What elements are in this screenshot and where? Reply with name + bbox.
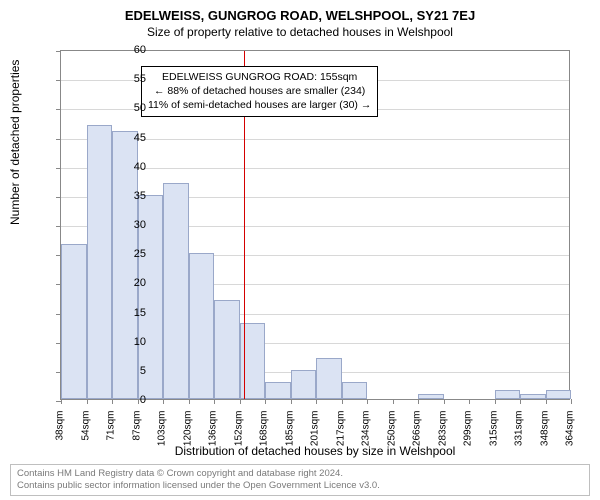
x-tick-label: 283sqm [437,411,448,461]
y-tick-label: 50 [116,102,146,114]
x-tick-mark [163,399,164,404]
x-tick-mark [61,399,62,404]
y-tick-label: 40 [116,161,146,173]
x-tick-mark [87,399,88,404]
histogram-bar [87,125,113,399]
chart-container: EDELWEISS, GUNGROG ROAD, WELSHPOOL, SY21… [0,0,600,500]
x-tick-label: 201sqm [310,411,321,461]
y-tick-label: 45 [116,132,146,144]
annotation-box: EDELWEISS GUNGROG ROAD: 155sqm← 88% of d… [141,66,378,117]
x-tick-label: 348sqm [539,411,550,461]
histogram-bar [163,183,189,399]
histogram-bar [546,390,572,399]
y-tick-label: 10 [116,336,146,348]
y-axis-label: Number of detached properties [8,60,22,225]
page-subtitle: Size of property relative to detached ho… [0,23,600,39]
histogram-bar [495,390,521,399]
x-tick-label: 168sqm [259,411,270,461]
x-tick-mark [112,399,113,404]
histogram-bar [61,244,87,399]
histogram-bar [520,394,546,399]
histogram-bar [189,253,215,399]
y-tick-label: 15 [116,307,146,319]
y-tick-label: 55 [116,73,146,85]
annotation-line-2: ← 88% of detached houses are smaller (23… [148,84,371,98]
x-tick-mark [367,399,368,404]
y-tick-label: 35 [116,190,146,202]
x-tick-label: 331sqm [514,411,525,461]
x-tick-mark [316,399,317,404]
x-tick-mark [214,399,215,404]
y-tick-mark [56,51,61,52]
x-tick-mark [265,399,266,404]
footer-line-2: Contains public sector information licen… [17,480,583,492]
histogram-bar [291,370,317,399]
x-tick-label: 266sqm [412,411,423,461]
y-tick-label: 20 [116,277,146,289]
y-tick-mark [56,168,61,169]
x-tick-label: 54sqm [80,411,91,461]
x-tick-label: 71sqm [106,411,117,461]
x-tick-label: 299sqm [463,411,474,461]
y-tick-mark [56,226,61,227]
histogram-bar [418,394,444,399]
x-tick-label: 103sqm [157,411,168,461]
x-tick-mark [240,399,241,404]
y-tick-label: 0 [116,394,146,406]
x-tick-label: 185sqm [284,411,295,461]
x-tick-label: 136sqm [208,411,219,461]
x-tick-mark [469,399,470,404]
x-tick-mark [444,399,445,404]
page-title: EDELWEISS, GUNGROG ROAD, WELSHPOOL, SY21… [0,0,600,23]
y-tick-label: 60 [116,44,146,56]
histogram-bar [316,358,342,399]
x-tick-mark [189,399,190,404]
y-tick-mark [56,139,61,140]
y-tick-label: 30 [116,219,146,231]
x-tick-mark [342,399,343,404]
histogram-bar [342,382,368,400]
x-tick-mark [393,399,394,404]
x-tick-label: 120sqm [182,411,193,461]
x-tick-label: 217sqm [335,411,346,461]
histogram-bar [265,382,291,400]
annotation-line-3: 11% of semi-detached houses are larger (… [148,98,371,112]
y-tick-mark [56,197,61,198]
x-tick-mark [546,399,547,404]
x-tick-mark [418,399,419,404]
y-tick-mark [56,80,61,81]
x-tick-label: 152sqm [233,411,244,461]
y-tick-label: 25 [116,248,146,260]
x-tick-mark [571,399,572,404]
footer-line-1: Contains HM Land Registry data © Crown c… [17,468,583,480]
histogram-bar [214,300,240,399]
x-tick-label: 315sqm [488,411,499,461]
x-tick-mark [520,399,521,404]
x-tick-label: 38sqm [55,411,66,461]
x-tick-mark [291,399,292,404]
y-tick-label: 5 [116,365,146,377]
annotation-line-1: EDELWEISS GUNGROG ROAD: 155sqm [148,70,371,84]
footer-attribution: Contains HM Land Registry data © Crown c… [10,464,590,496]
x-tick-label: 250sqm [386,411,397,461]
x-tick-label: 234sqm [361,411,372,461]
x-tick-label: 364sqm [565,411,576,461]
x-tick-label: 87sqm [131,411,142,461]
y-tick-mark [56,109,61,110]
x-tick-mark [495,399,496,404]
